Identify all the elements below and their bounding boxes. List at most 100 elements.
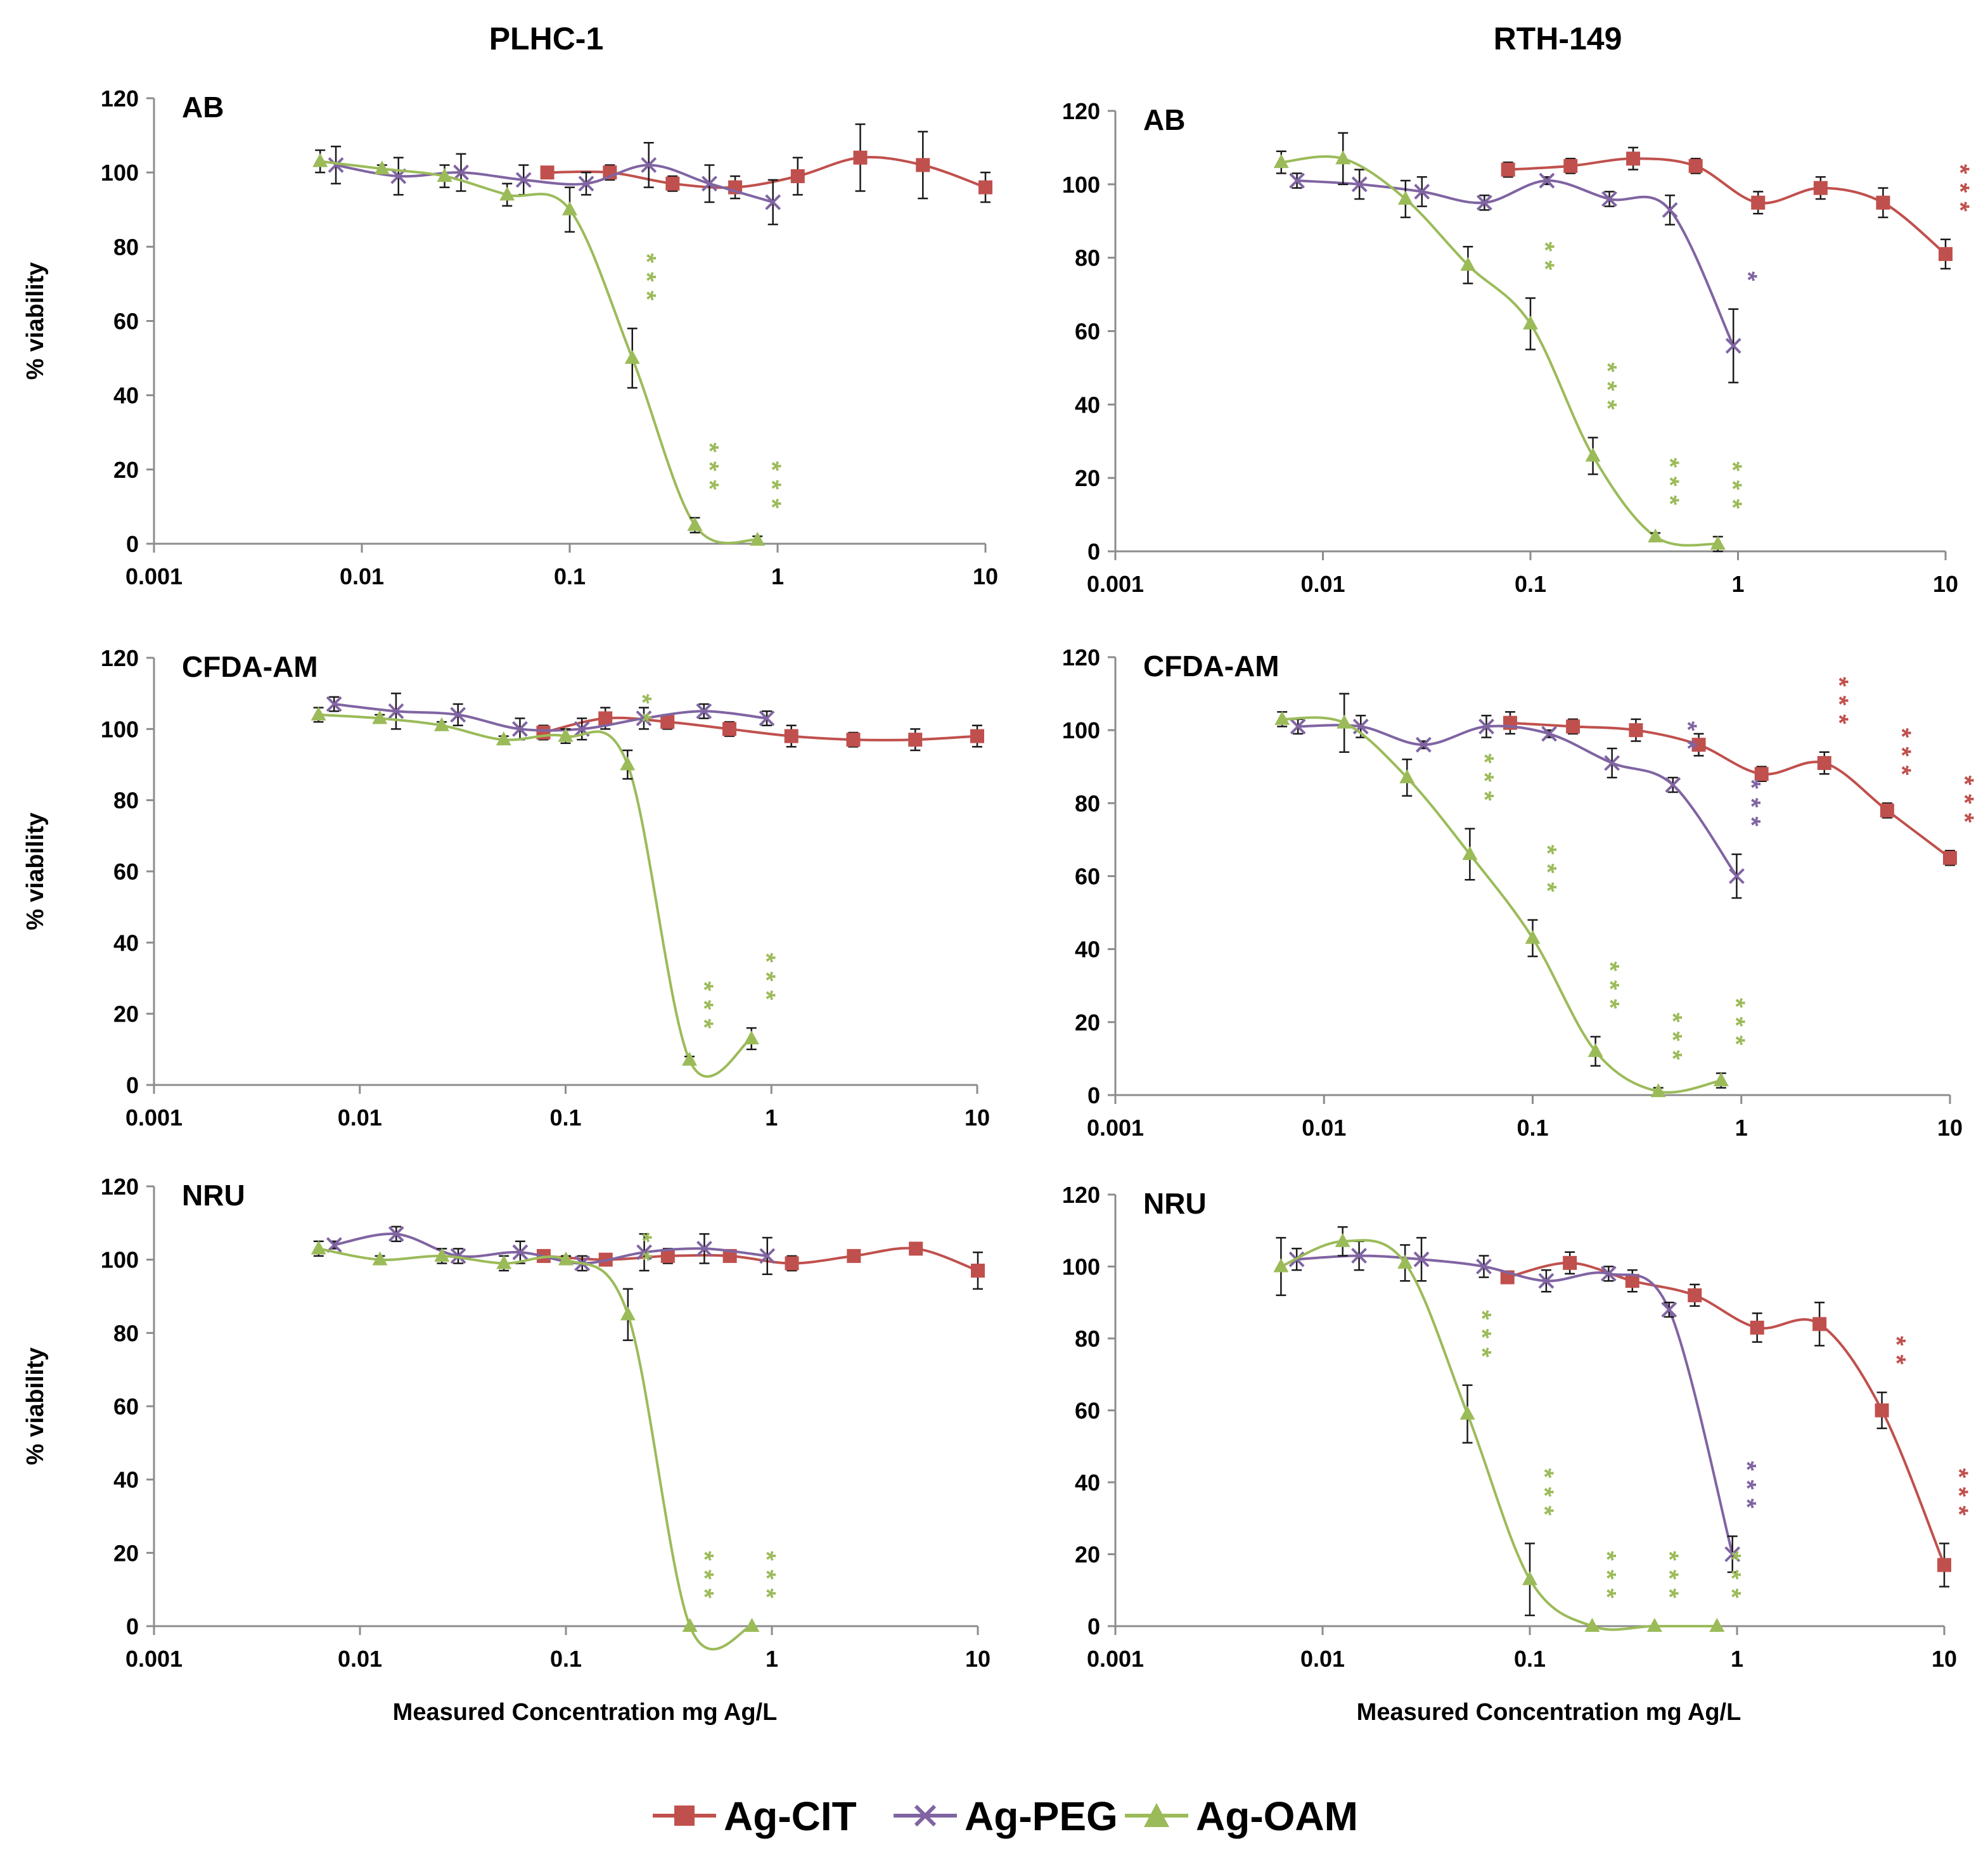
data-point-ag-oam — [496, 731, 511, 746]
data-point-ag-peg — [1724, 1546, 1741, 1562]
panel-title: AB — [1143, 103, 1185, 136]
data-point-ag-oam — [1710, 536, 1726, 550]
data-point-ag-cit — [785, 1256, 799, 1271]
x-axis-label: Measured Concentration mg Ag/L — [1357, 1699, 1741, 1726]
data-point-ag-oam — [374, 160, 390, 175]
data-point-ag-peg — [326, 1237, 342, 1253]
y-tick-label: 100 — [1062, 717, 1100, 743]
significance-marker: *** — [1534, 845, 1562, 901]
legend-marker-ag-peg — [914, 1804, 937, 1827]
significance-marker: *** — [1656, 458, 1684, 514]
significance-marker: *** — [1733, 1461, 1761, 1517]
x-tick-label: 0.01 — [338, 1646, 382, 1672]
significance-marker: *** — [1888, 728, 1916, 785]
data-point-ag-cit — [1943, 850, 1957, 865]
significance-marker: *** — [1951, 775, 1978, 831]
data-point-ag-cit — [908, 733, 923, 747]
series-ag-peg — [328, 142, 781, 226]
panel-title: NRU — [1143, 1187, 1207, 1220]
y-tick-label: 100 — [1062, 172, 1100, 198]
data-point-ag-peg — [765, 194, 781, 210]
y-tick-label: 60 — [1075, 1398, 1100, 1424]
data-point-ag-cit — [1625, 1274, 1639, 1288]
data-point-ag-cit — [1812, 1317, 1827, 1331]
panel-plhc-1-ab: 0 20 40 60 80 100 120 0.001 0.01 0.1 1 10 AB % viabil… — [22, 86, 998, 589]
significance-marker: ** — [628, 694, 656, 731]
data-point-ag-peg — [1665, 777, 1681, 793]
y-tick-label: 60 — [113, 859, 139, 885]
y-tick-label: 20 — [1075, 465, 1100, 491]
data-point-ag-peg — [1413, 1251, 1430, 1267]
data-point-ag-cit — [846, 733, 861, 747]
x-tick-label: 0.001 — [125, 563, 183, 589]
data-point-ag-cit — [1629, 723, 1643, 738]
y-tick-label: 100 — [101, 1247, 139, 1273]
y-axis-label: % viability — [22, 812, 49, 930]
x-tick-label: 1 — [766, 1646, 778, 1672]
y-tick-label: 80 — [113, 1320, 139, 1346]
data-point-ag-peg — [1290, 718, 1306, 734]
data-point-ag-peg — [453, 164, 469, 181]
significance-marker: * — [1734, 271, 1762, 290]
series-ag-cit — [540, 123, 992, 203]
series-line-ag-oam — [318, 1247, 752, 1651]
series-line-ag-oam — [1280, 1239, 1717, 1631]
data-point-ag-oam — [1399, 769, 1415, 784]
panel-plhc-1-nru: 0 20 40 60 80 100 120 0.001 0.01 0.1 1 10 NRU % viabi… — [22, 1174, 991, 1726]
data-point-ag-peg — [1662, 202, 1678, 218]
series-ag-oam — [312, 149, 766, 546]
data-point-ag-peg — [1600, 1266, 1617, 1282]
y-tick-label: 120 — [101, 1174, 139, 1200]
data-point-ag-oam — [1397, 191, 1413, 205]
x-tick-label: 0.1 — [1514, 1646, 1546, 1672]
x-tick-label: 10 — [965, 1646, 991, 1672]
data-point-ag-oam — [1587, 1042, 1603, 1057]
series-ag-peg — [326, 692, 775, 741]
data-point-ag-cit — [909, 1241, 923, 1256]
data-point-ag-oam — [496, 1255, 512, 1269]
column-title-plhc1: PLHC-1 — [489, 21, 604, 56]
data-point-ag-oam — [682, 1618, 698, 1632]
series-ag-oam — [1273, 132, 1726, 553]
x-tick-label: 1 — [771, 563, 784, 589]
data-point-ag-oam — [311, 706, 326, 721]
data-point-ag-peg — [328, 157, 344, 173]
significance-marker: ** — [629, 1233, 657, 1270]
data-point-ag-oam — [562, 201, 577, 215]
significance-marker: *** — [753, 1551, 781, 1607]
data-point-ag-peg — [696, 703, 712, 719]
data-point-ag-oam — [312, 153, 328, 167]
x-tick-label: 0.01 — [340, 563, 384, 589]
data-point-ag-peg — [512, 1244, 529, 1260]
data-point-ag-peg — [512, 721, 528, 737]
data-point-ag-peg — [636, 1244, 652, 1260]
data-point-ag-oam — [1459, 1406, 1475, 1420]
y-tick-label: 40 — [113, 383, 139, 409]
data-point-ag-cit — [1817, 755, 1831, 770]
series-line-ag-peg — [1297, 179, 1735, 347]
data-point-ag-peg — [1415, 736, 1432, 753]
data-point-ag-peg — [1729, 868, 1745, 884]
series-ag-cit — [1500, 1251, 1951, 1587]
significance-marker: *** — [1594, 362, 1622, 419]
significance-marker: *** — [1722, 998, 1750, 1055]
data-point-ag-cit — [1875, 1403, 1889, 1418]
data-point-ag-oam — [620, 756, 636, 771]
x-tick-label: 0.01 — [1300, 571, 1345, 597]
data-point-ag-peg — [759, 710, 775, 726]
significance-marker: *** — [1946, 164, 1974, 221]
significance-marker: *** — [1530, 1468, 1558, 1525]
data-point-ag-oam — [1523, 315, 1538, 330]
y-tick-label: 0 — [126, 1072, 139, 1098]
data-point-ag-oam — [1709, 1618, 1725, 1632]
y-tick-label: 0 — [1087, 1082, 1100, 1108]
legend-label-ag-peg: Ag-PEG — [965, 1793, 1118, 1839]
series-line-ag-cit — [1510, 721, 1951, 859]
significance-marker: *** — [1655, 1551, 1683, 1607]
data-point-ag-cit — [1501, 162, 1515, 177]
y-tick-label: 80 — [1075, 245, 1100, 271]
data-point-ag-oam — [433, 717, 449, 731]
data-point-ag-cit — [978, 180, 992, 195]
